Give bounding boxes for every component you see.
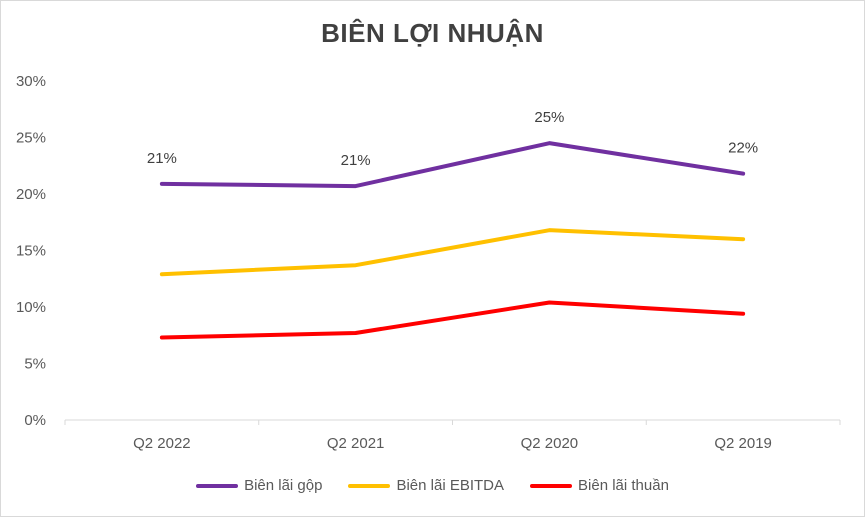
x-tick-label: Q2 2020 [521, 435, 579, 452]
legend-label: Biên lãi thuần [578, 477, 669, 494]
chart-title: BIÊN LỢI NHUẬN [321, 18, 544, 48]
plot-area: 0% 5% 10% 15% 20% 25% 30% Q2 2022 Q2 2021 Q2 2020… [16, 73, 841, 452]
legend-item-3: Biên lãi thuần [530, 477, 669, 494]
x-tick-label: Q2 2019 [714, 435, 772, 452]
y-tick-label: 20% [16, 186, 46, 203]
data-label: 21% [341, 152, 371, 169]
y-tick-label: 30% [16, 73, 46, 90]
data-label: 22% [728, 140, 758, 157]
y-tick-label: 5% [24, 356, 46, 373]
legend-label: Biên lãi EBITDA [396, 477, 505, 494]
y-tick-label: 0% [24, 412, 46, 429]
data-label: 21% [147, 150, 177, 167]
legend-label: Biên lãi gộp [244, 477, 323, 494]
x-tick-label: Q2 2021 [327, 435, 385, 452]
legend: Biên lãi gộp Biên lãi EBITDA Biên lãi thuầ… [0, 477, 865, 494]
series-line-3 [159, 300, 746, 340]
legend-item-2: Biên lãi EBITDA [348, 477, 504, 494]
legend-swatch [348, 483, 391, 488]
y-tick-label: 10% [16, 299, 46, 316]
data-label: 25% [534, 109, 564, 126]
y-tick-label: 25% [16, 130, 46, 147]
legend-swatch [530, 483, 573, 488]
series-line-2 [159, 228, 746, 277]
series-line-1 [159, 141, 746, 189]
y-tick-label: 15% [16, 243, 46, 260]
legend-item-1: Biên lãi gộp [196, 477, 322, 494]
x-tick-label: Q2 2022 [133, 435, 191, 452]
legend-swatch [196, 483, 239, 488]
